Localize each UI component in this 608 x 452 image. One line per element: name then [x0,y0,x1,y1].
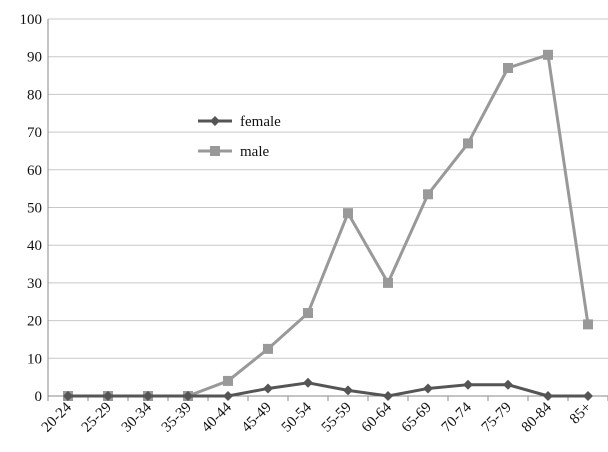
data-point-female [543,391,553,401]
y-tick-label: 60 [27,163,42,179]
series-male [63,49,593,401]
data-point-male [263,343,273,354]
x-tick-label: 25-29 [79,400,115,436]
y-tick-labels: 0 10 20 30 40 50 60 70 80 90 100 [20,12,43,405]
y-tick-label: 80 [27,87,42,103]
data-point-female [263,383,273,394]
data-point-male [343,208,353,219]
y-tick-label: 70 [27,125,42,141]
y-tick-label: 10 [27,351,42,367]
legend-marker-male [210,146,220,156]
x-tick-label: 60-64 [359,399,395,435]
x-tick-label: 80-84 [519,399,555,435]
x-tick-label: 85+ [567,400,595,428]
data-point-male [543,49,553,60]
legend: female male [198,114,281,160]
data-point-female [583,391,593,401]
legend-item-male: male [198,144,269,160]
data-point-female [143,391,153,401]
series-female [63,377,593,401]
x-tick-label: 70-74 [439,399,475,435]
series [63,49,593,401]
data-point-male [423,189,433,200]
data-point-male [383,277,393,288]
x-tick-label: 40-44 [199,399,235,435]
data-point-female [103,391,113,401]
gridlines [48,18,608,359]
series-line-male [68,53,590,398]
data-point-male [303,308,313,319]
y-tick-label: 40 [27,238,42,254]
y-tick-label: 90 [27,50,42,66]
x-tick-label: 75-79 [479,400,515,436]
y-tick-label: 30 [27,276,42,292]
data-point-female [223,391,233,401]
x-tick-label: 65-69 [399,400,435,436]
series-line-female [68,381,588,398]
data-point-male [223,375,233,386]
data-point-female [463,379,473,390]
data-point-male [463,138,473,149]
legend-label-female: female [240,114,281,130]
x-tick-label: 20-24 [39,399,75,435]
x-tick-label: 35-39 [159,400,195,436]
data-point-female [383,391,393,401]
y-tick-label: 50 [27,201,42,217]
x-tick-labels: 20-24 25-29 30-34 35-39 40-44 45-49 50-54 55-59… [39,399,595,435]
data-point-female [183,391,193,401]
x-tick-label: 55-59 [319,400,355,436]
data-point-female [343,385,353,396]
legend-item-female: female [198,114,281,130]
x-tick-label: 30-34 [119,399,155,435]
data-point-female [423,383,433,394]
y-tick-label: 100 [20,12,43,28]
legend-label-male: male [240,144,269,160]
data-point-male [583,319,593,330]
data-point-female [303,377,313,388]
axes [47,19,608,401]
legend-marker-female [210,116,220,126]
data-point-female [503,379,513,390]
data-point-male [503,63,513,74]
data-point-female [63,391,73,401]
y-tick-label: 0 [35,389,43,405]
x-tick-label: 45-49 [239,400,275,436]
x-tick-label: 50-54 [279,399,315,435]
y-tick-label: 20 [27,314,42,330]
